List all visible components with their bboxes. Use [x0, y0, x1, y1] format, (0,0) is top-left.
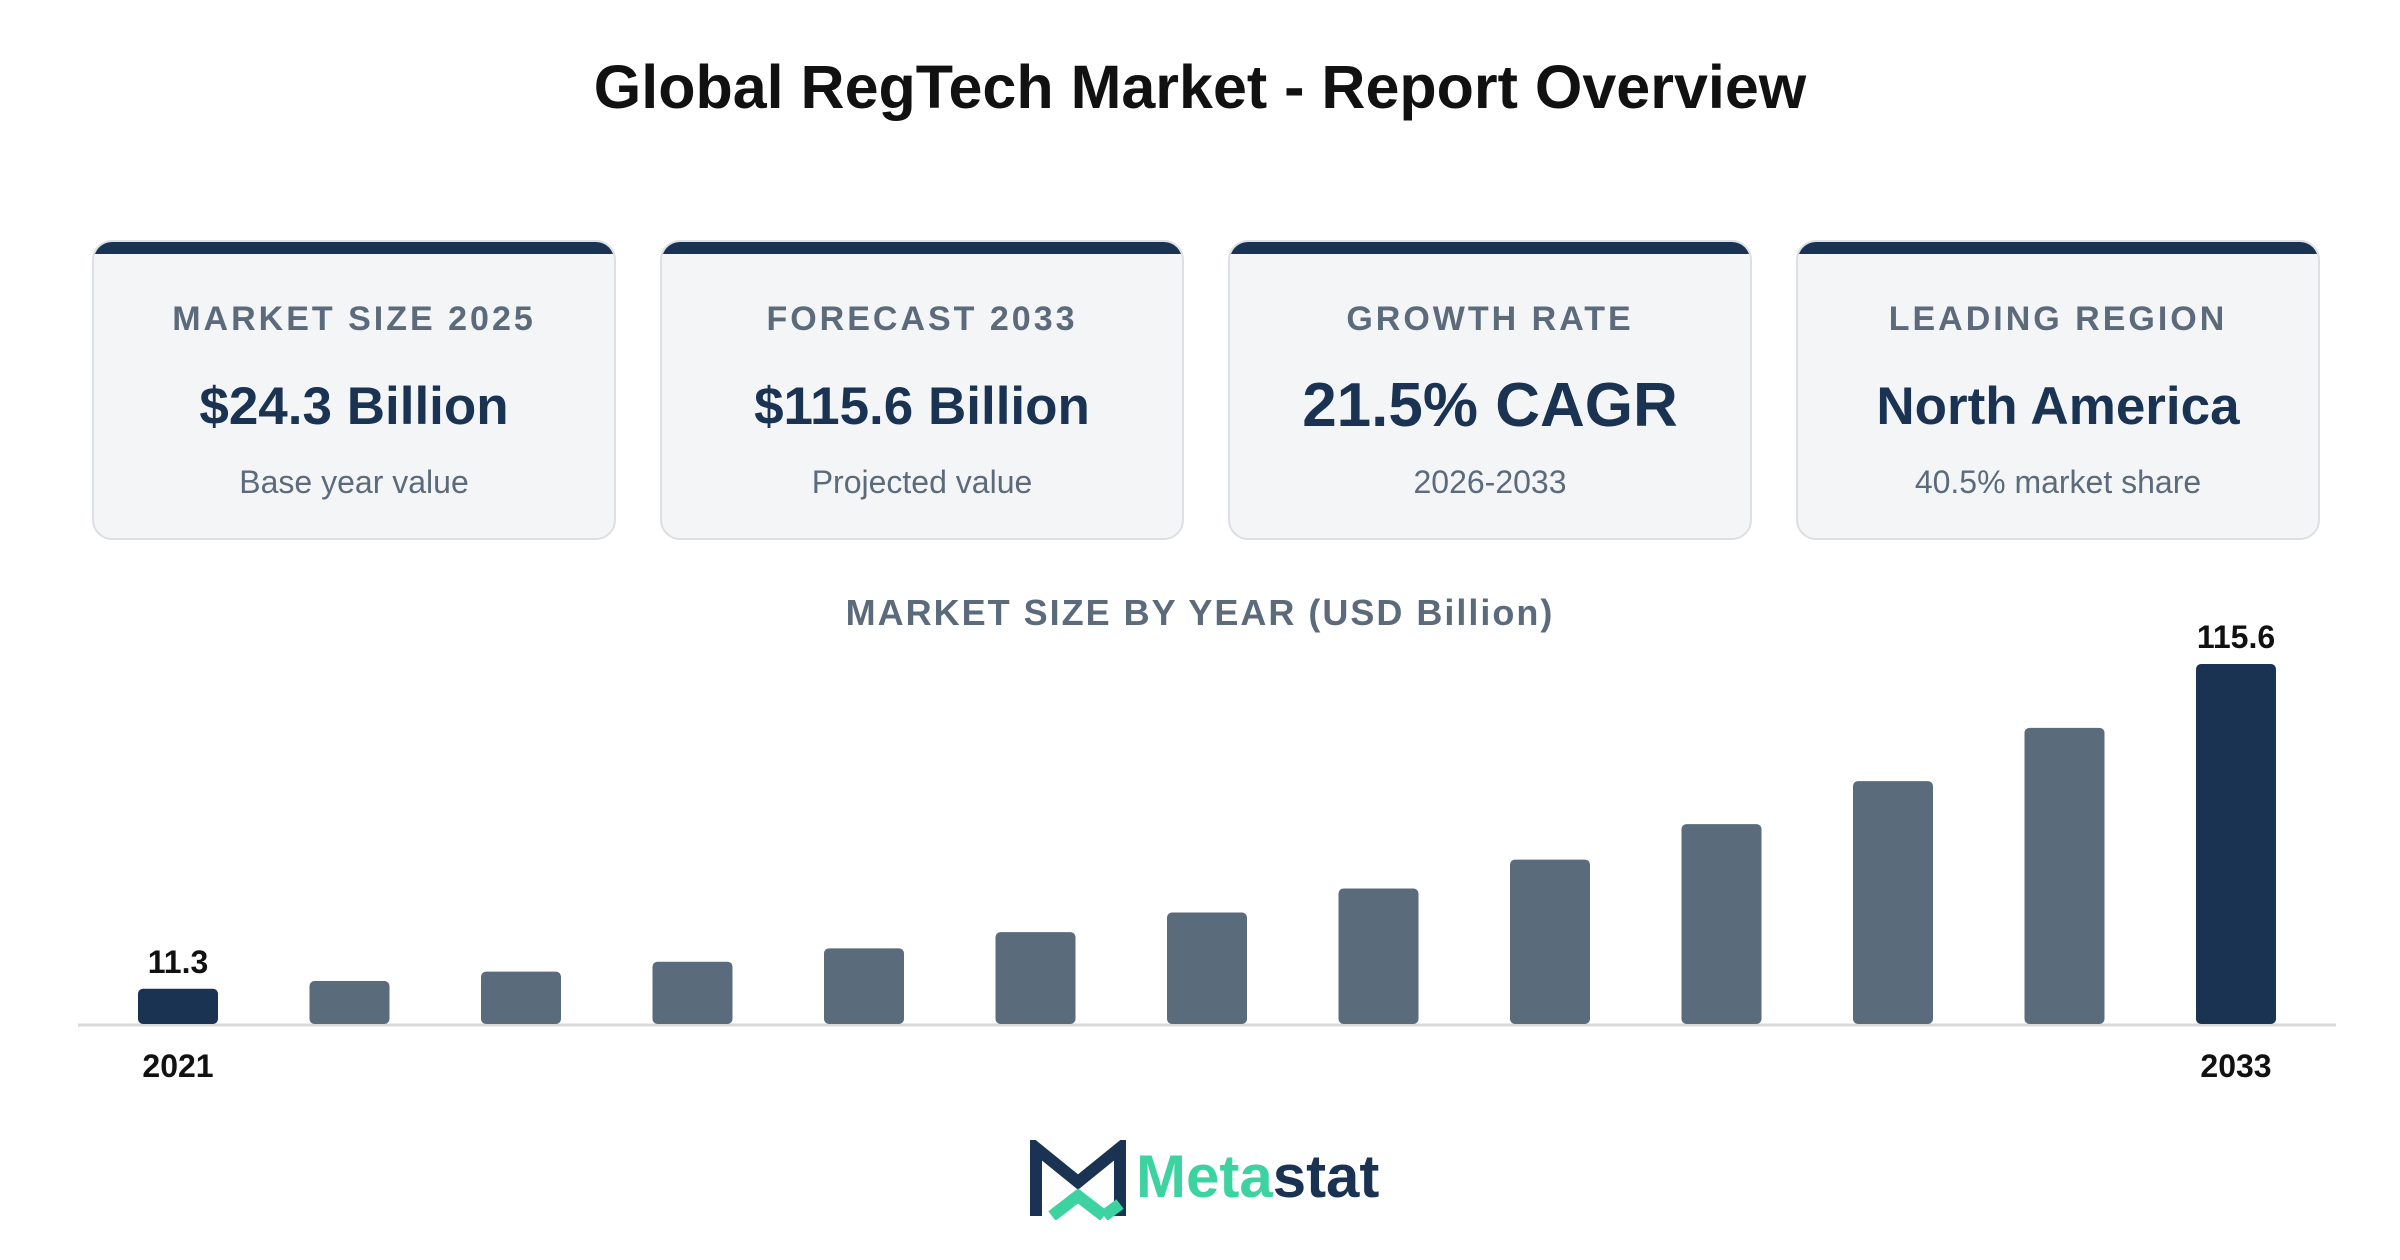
logo-text-stat: stat [1272, 1143, 1380, 1210]
bar-2021 [138, 988, 218, 1024]
bar-2030 [1681, 824, 1762, 1024]
metastat-logo-icon [1030, 1135, 1126, 1221]
data-label-2021: 11.3 [148, 944, 209, 980]
card-subtext: 2026-2033 [1413, 464, 1567, 500]
bar-2028 [1338, 888, 1419, 1024]
card-value: $24.3 Billion [199, 377, 509, 436]
card-label: LEADING REGION [1888, 300, 2228, 338]
bar-2031 [1853, 781, 1933, 1024]
logo-text-meta: Meta [1136, 1143, 1273, 1210]
bar-2033 [2196, 664, 2276, 1024]
card-subtext: 40.5% market share [1914, 464, 2202, 500]
bar-2026 [995, 932, 1076, 1024]
card-subtext: Projected value [811, 464, 1033, 500]
data-label-2033: 115.6 [2197, 619, 2275, 655]
card-label: MARKET SIZE 2025 [172, 300, 536, 338]
bar-2024 [652, 961, 733, 1024]
tick-label-2033: 2033 [2200, 1048, 2271, 1084]
card-accent-bar [662, 242, 1182, 254]
card-label: GROWTH RATE [1346, 300, 1634, 338]
page-title: Global RegTech Market - Report Overview [593, 53, 1807, 121]
summary-cards: MARKET SIZE 2025 $24.3 Billion Base year… [92, 240, 2322, 542]
bar-2025 [824, 948, 904, 1024]
tick-label-2021: 2021 [142, 1048, 213, 1084]
card-market-size: MARKET SIZE 2025 $24.3 Billion Base year… [92, 240, 616, 540]
card-growth-rate: GROWTH RATE 21.5% CAGR 2026-2033 [1228, 240, 1752, 540]
card-forecast: FORECAST 2033 $115.6 Billion Projected v… [660, 240, 1184, 540]
bar-2032 [2024, 727, 2105, 1024]
card-leading-region: LEADING REGION North America 40.5% marke… [1796, 240, 2320, 540]
card-value: 21.5% CAGR [1302, 371, 1678, 440]
metastat-logo: Metastat [1028, 1135, 1398, 1221]
chart-title: MARKET SIZE BY YEAR (USD Billion) [845, 592, 1555, 633]
card-accent-bar [94, 242, 614, 254]
bar-2027 [1167, 912, 1247, 1024]
card-subtext: Base year value [239, 464, 469, 500]
card-accent-bar [1798, 242, 2318, 254]
card-label: FORECAST 2033 [766, 300, 1078, 338]
card-value: North America [1876, 377, 2240, 436]
bar-2023 [481, 971, 561, 1024]
card-accent-bar [1230, 242, 1750, 254]
bar-2022 [309, 981, 390, 1024]
logo-wordmark: Metastat [1136, 1142, 1379, 1212]
bar-2029 [1510, 859, 1590, 1024]
card-value: $115.6 Billion [754, 377, 1090, 436]
